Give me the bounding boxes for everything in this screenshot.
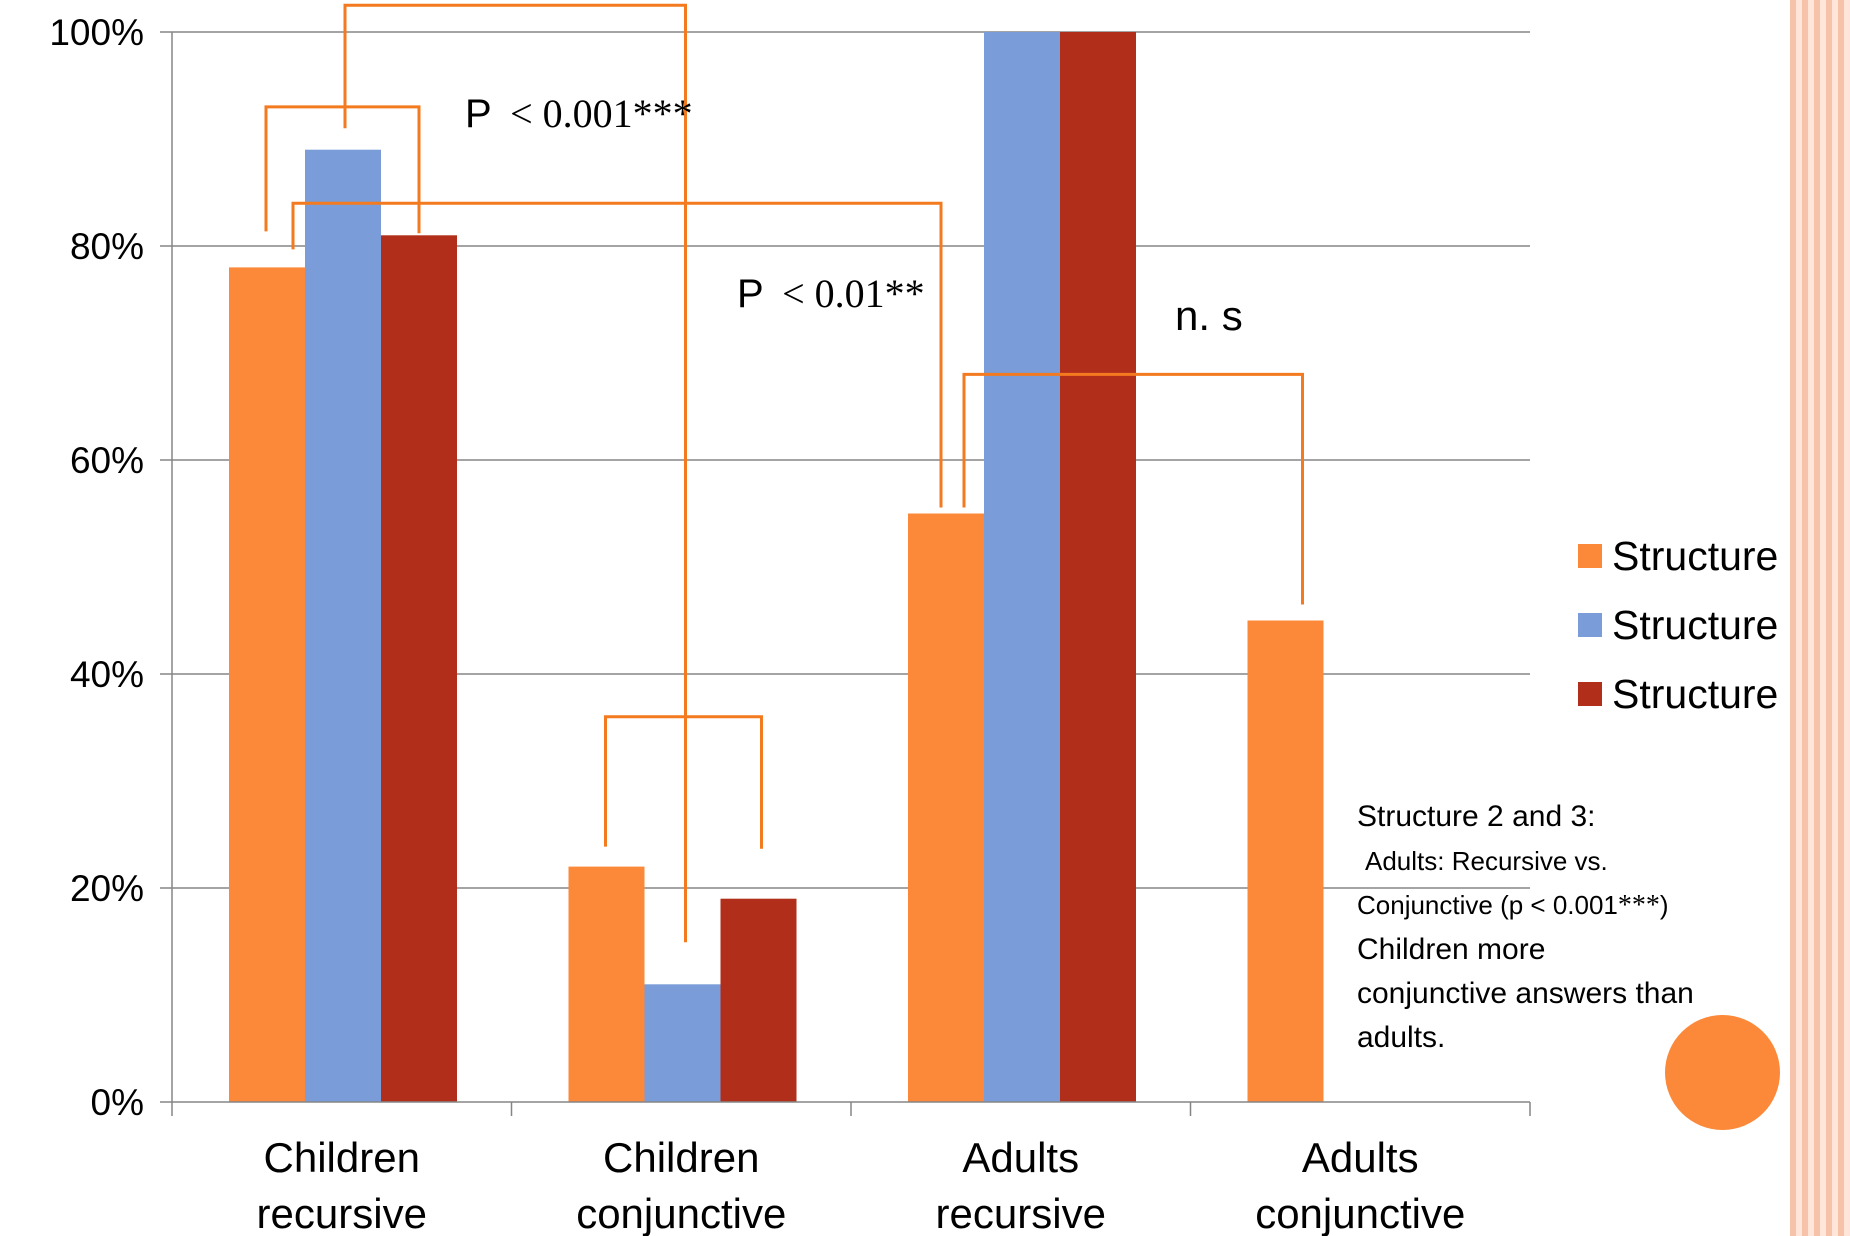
legend-swatch [1578,544,1602,568]
note-text-part: *** [1617,890,1660,921]
note-line: adults. [1357,1021,1446,1054]
bracket-structure1-recursive [291,201,943,508]
note-line: Conjunctive (p < 0.001***) [1357,883,1777,928]
bar [229,267,305,1102]
note-line: conjunctive answers than [1357,977,1694,1010]
y-tick-label: 80% [70,226,144,267]
significance-brackets [264,3,1304,943]
p-value-annotation-1: P < 0.001*** [465,91,693,136]
x-category-label: conjunctive [576,1190,786,1236]
bracket-children-conjunctive [604,715,763,849]
x-category-label: Adults [962,1134,1079,1181]
legend-swatch [1578,613,1602,637]
bar [305,149,381,1102]
y-tick-label: 40% [70,654,144,695]
legend-label: Structure 2 [1612,602,1813,648]
legend-label: Structure 3 [1612,671,1813,717]
axes [171,32,1531,1116]
bar [720,898,797,1102]
y-tick-label: 100% [49,12,144,53]
legend: Structure 1 Structure 2 Structure 3 [1578,533,1813,717]
bracket-adults-ns [962,372,1304,605]
y-tick-label: 0% [91,1082,144,1123]
y-tick-label: 20% [70,868,144,909]
bar [644,984,721,1102]
p-value-annotation-2: P < 0.01** [737,271,925,316]
x-category-label: Children [264,1134,420,1181]
x-category-label: recursive [936,1190,1106,1236]
x-category-label: conjunctive [1255,1190,1465,1236]
note-line: Adults: Recursive vs. [1365,846,1608,876]
bar [908,513,984,1102]
ns-annotation: n. s [1175,292,1243,339]
bracket-children-recursive [264,105,421,234]
bar [568,866,645,1102]
note-text-part: ) [1659,890,1669,920]
note-line: Children more [1357,933,1546,966]
legend-swatch [1578,682,1602,706]
x-category-label: recursive [257,1190,427,1236]
bar [381,235,457,1103]
x-category-label: Children [603,1134,759,1181]
note-line: Structure 2 and 3: [1357,800,1596,833]
decorative-circle [1665,1015,1780,1130]
y-tick-labels: 0% 20% 40% 60% 80% 100% [49,12,144,1123]
bars [229,32,1324,1103]
bar [984,32,1060,1102]
bar [1060,32,1136,1102]
bar [1247,620,1324,1102]
legend-label: Structure 1 [1612,533,1813,579]
x-category-labels: Children recursive Children conjunctive Adul… [257,1134,1466,1236]
note-text: Structure 2 and 3: Adults: Recursive vs.… [1357,795,1777,1060]
bracket-structure2-children [343,3,687,943]
x-category-label: Adults [1302,1134,1419,1181]
y-tick-label: 60% [70,440,144,481]
decorative-side-stripe [1790,0,1850,1236]
note-text-part: Conjunctive (p < 0.001 [1357,890,1618,920]
